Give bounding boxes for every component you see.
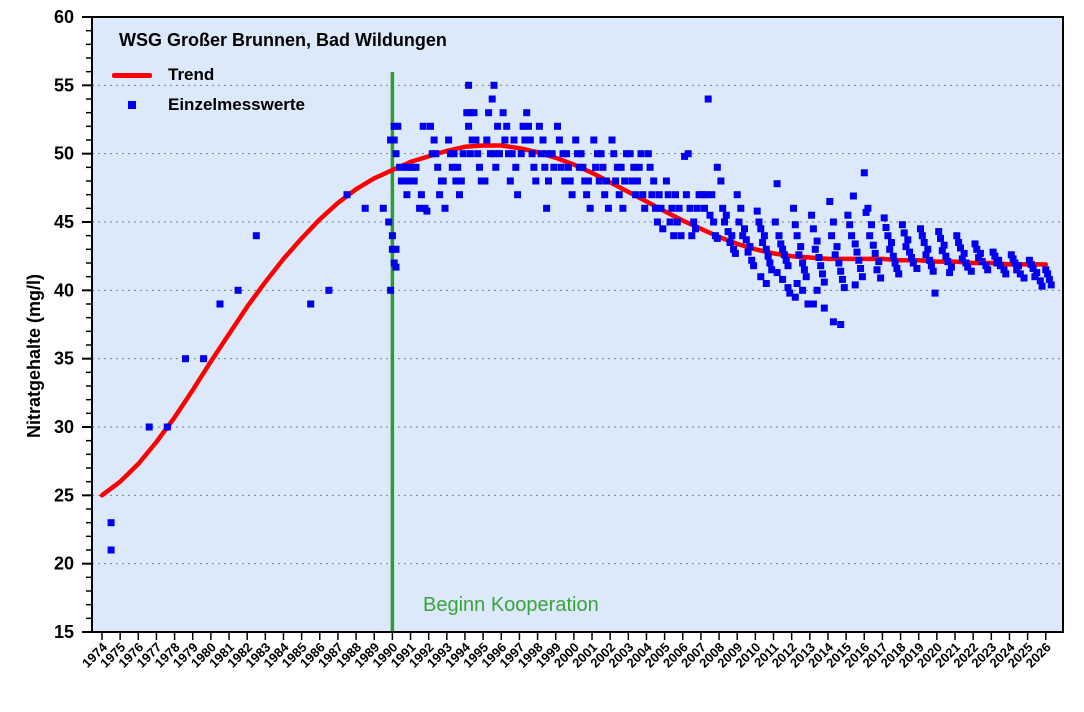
svg-text:35: 35 xyxy=(54,349,74,369)
plot-border xyxy=(91,16,1064,633)
svg-text:60: 60 xyxy=(54,7,74,27)
legend-label-einzelmesswerte: Einzelmesswerte xyxy=(168,95,306,114)
legend-label-trend: Trend xyxy=(168,65,215,84)
y-axis-ticks xyxy=(82,16,92,633)
svg-text:40: 40 xyxy=(54,280,74,300)
y-tick-labels: 15 20 25 30 35 40 45 50 55 60 xyxy=(54,7,74,642)
legend: Trend Einzelmesswerte xyxy=(112,60,305,120)
legend-item-einzelmesswerte: Einzelmesswerte xyxy=(112,90,305,120)
trend-line xyxy=(99,143,1049,498)
plot-background xyxy=(92,17,1063,632)
svg-text:15: 15 xyxy=(54,622,74,642)
chart-title: WSG Großer Brunnen, Bad Wildungen xyxy=(119,30,447,50)
legend-item-trend: Trend xyxy=(112,60,305,90)
svg-text:20: 20 xyxy=(54,554,74,574)
scatter-marker-swatch xyxy=(112,101,152,109)
cooperation-annotation: Beginn Kooperation xyxy=(423,594,599,616)
x-axis-ticks xyxy=(101,632,1047,640)
trend-line-swatch xyxy=(112,72,152,78)
svg-text:55: 55 xyxy=(54,75,74,95)
svg-text:25: 25 xyxy=(54,485,74,505)
scatter-points xyxy=(107,81,1055,554)
svg-text:50: 50 xyxy=(54,144,74,164)
x-tick-labels: 1974197519761977197819791980198119821983… xyxy=(79,639,1054,671)
svg-text:30: 30 xyxy=(54,417,74,437)
svg-text:45: 45 xyxy=(54,212,74,232)
